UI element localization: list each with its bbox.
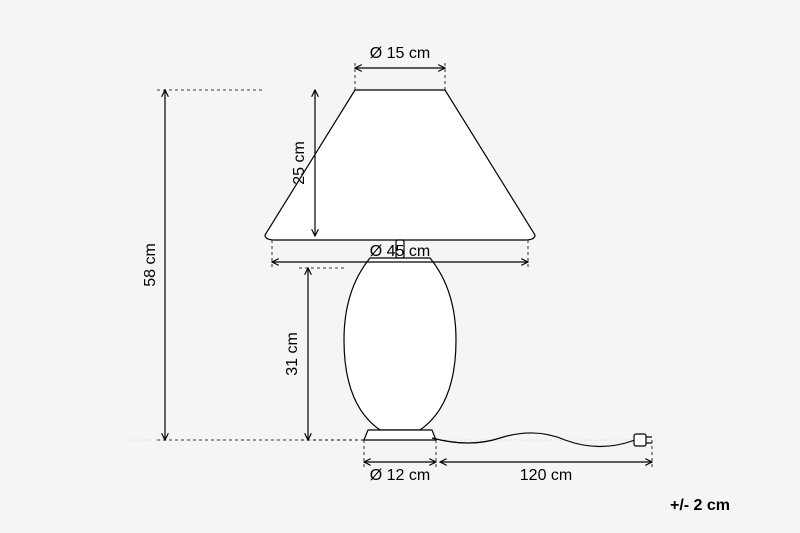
dim-label: 31 cm: [284, 332, 301, 376]
tolerance-label: +/- 2 cm: [670, 497, 730, 514]
dim-foot-dia: Ø 12 cm: [364, 440, 436, 484]
dim-label: Ø 12 cm: [370, 467, 430, 484]
dim-cord-length: 120 cm: [440, 440, 652, 484]
dim-label: 120 cm: [520, 467, 572, 484]
dim-label: 25 cm: [291, 141, 308, 185]
dim-shade-top-dia: Ø 15 cm: [355, 45, 445, 90]
dim-label: Ø 45 cm: [370, 243, 430, 260]
lamp-dimension-diagram: Ø 15 cm Ø 45 cm Ø 12 cm 120 cm 58 cm 25 …: [0, 0, 800, 533]
lamp-cord: [432, 433, 635, 447]
dim-label: Ø 15 cm: [370, 45, 430, 62]
lamp-base: [344, 258, 456, 440]
dim-label: 58 cm: [142, 243, 159, 287]
